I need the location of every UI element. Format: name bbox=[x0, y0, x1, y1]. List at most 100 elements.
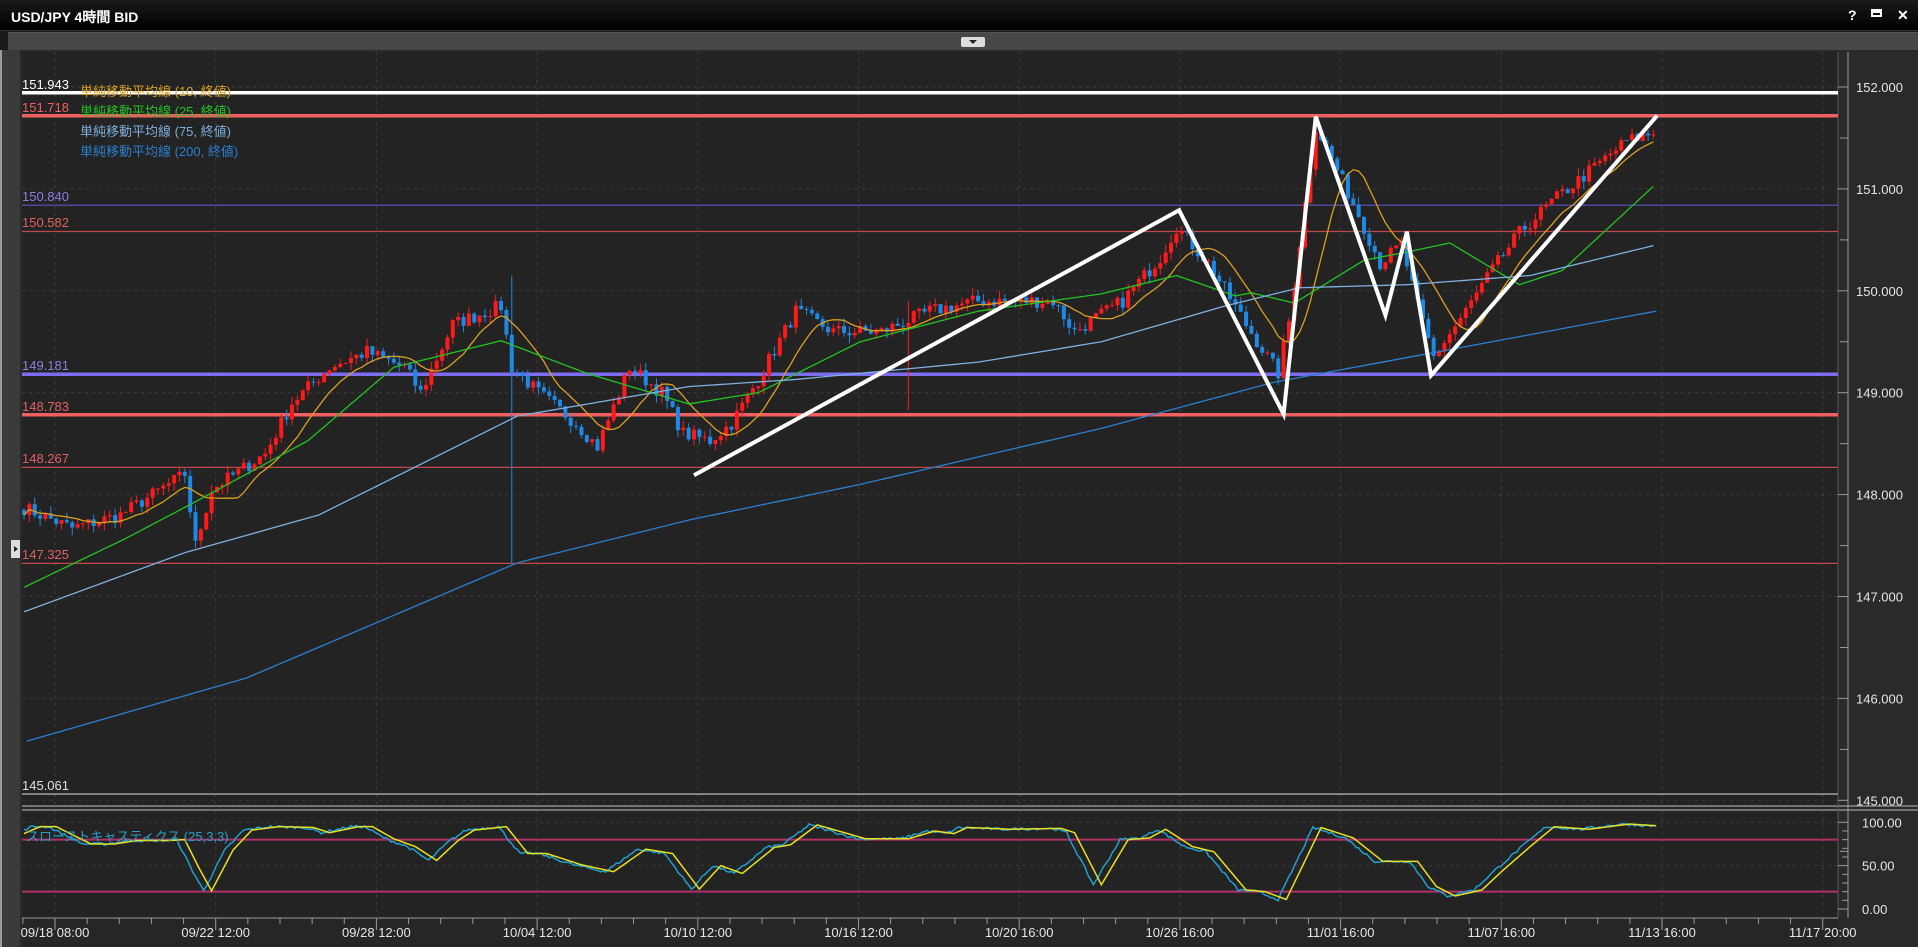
candle-body bbox=[434, 360, 439, 369]
toolbar-expand-button[interactable] bbox=[961, 37, 985, 47]
candle-body bbox=[584, 435, 589, 443]
candle-body bbox=[713, 440, 718, 444]
candle-body bbox=[424, 384, 428, 390]
candle-body bbox=[461, 317, 466, 326]
y-tick-label: 148.000 bbox=[1856, 488, 1903, 503]
candle-body bbox=[997, 298, 1002, 306]
candle-body bbox=[927, 305, 932, 312]
candle-body bbox=[906, 322, 911, 327]
candle-body bbox=[890, 323, 895, 332]
legend-item-ma75[interactable]: 単純移動平均線 (75, 終値) bbox=[80, 124, 231, 139]
help-icon[interactable]: ? bbox=[1848, 7, 1857, 23]
candle-body bbox=[1512, 233, 1517, 248]
candle-body bbox=[643, 370, 648, 386]
candle-body bbox=[1329, 146, 1334, 159]
candle-body bbox=[1024, 297, 1029, 303]
candle-body bbox=[273, 437, 278, 445]
candle-body bbox=[102, 516, 107, 523]
candle-body bbox=[129, 502, 134, 513]
candle-body bbox=[595, 439, 600, 451]
candle-body bbox=[884, 328, 889, 332]
y-tick-label: 150.000 bbox=[1856, 284, 1903, 299]
candle-body bbox=[901, 325, 906, 327]
candle-body bbox=[1565, 189, 1570, 194]
candle-body bbox=[1640, 133, 1645, 142]
candle-body bbox=[1270, 352, 1275, 359]
candle-body bbox=[1442, 343, 1447, 352]
candle-body bbox=[1002, 298, 1007, 301]
legend-item-ma25[interactable]: 単純移動平均線 (25, 終値) bbox=[80, 104, 231, 119]
candle-body bbox=[295, 400, 300, 405]
candle-body bbox=[150, 488, 155, 498]
candle-body bbox=[306, 381, 311, 391]
side-panel-toggle-button[interactable] bbox=[11, 540, 20, 558]
candle-body bbox=[1362, 217, 1366, 234]
candle-body bbox=[627, 371, 632, 376]
candle-body bbox=[209, 492, 214, 514]
candle-body bbox=[681, 427, 686, 431]
candle-body bbox=[579, 426, 584, 436]
candle-body bbox=[1651, 134, 1656, 136]
candle-body bbox=[1260, 346, 1265, 353]
candle-body bbox=[1254, 333, 1259, 347]
stoch-y-tick-label: 0.00 bbox=[1862, 902, 1887, 917]
candle-body bbox=[1067, 319, 1072, 328]
candle-body bbox=[134, 500, 139, 503]
candle-body bbox=[1222, 281, 1227, 283]
candle-body bbox=[429, 368, 434, 385]
candle-body bbox=[1169, 242, 1174, 253]
candle-body bbox=[954, 305, 959, 312]
candle-body bbox=[815, 313, 820, 320]
candle-body bbox=[831, 328, 836, 333]
candle-body bbox=[397, 362, 402, 365]
candle-body bbox=[156, 488, 160, 490]
candle-body bbox=[675, 407, 680, 431]
horizontal-line-label: 151.943 bbox=[22, 76, 69, 92]
candle-body bbox=[456, 317, 461, 321]
candle-body bbox=[1351, 198, 1356, 205]
candle-body bbox=[1603, 155, 1608, 161]
candle-body bbox=[241, 462, 246, 469]
x-tick-label: 10/04 12:00 bbox=[503, 925, 572, 940]
candle-body bbox=[622, 375, 627, 398]
candle-body bbox=[80, 523, 85, 525]
stochastic-layer bbox=[23, 822, 1657, 902]
candle-body bbox=[563, 406, 568, 418]
candle-body bbox=[933, 304, 938, 306]
candle-body bbox=[268, 444, 273, 454]
candle-body bbox=[1399, 241, 1404, 246]
candle-body bbox=[1458, 317, 1463, 327]
candle-body bbox=[809, 309, 814, 314]
candle-body bbox=[541, 387, 546, 392]
restore-icon[interactable] bbox=[1871, 9, 1882, 17]
close-icon[interactable]: ✕ bbox=[1897, 7, 1909, 23]
candle-body bbox=[311, 381, 316, 383]
candle-body bbox=[729, 426, 734, 430]
candle-body bbox=[1147, 270, 1152, 277]
stoch-y-tick-label: 50.00 bbox=[1862, 859, 1895, 874]
candle-body bbox=[477, 315, 482, 323]
candle-body bbox=[1447, 334, 1452, 344]
legend-item-ma200[interactable]: 単純移動平均線 (200, 終値) bbox=[80, 144, 239, 159]
candle-body bbox=[1613, 150, 1618, 154]
toolbar-strip bbox=[8, 32, 1918, 51]
candle-body bbox=[316, 382, 321, 384]
candle-body bbox=[590, 439, 595, 443]
candle-body bbox=[718, 436, 723, 441]
candle-body bbox=[638, 370, 643, 374]
candle-body bbox=[1131, 287, 1136, 291]
legend-item-ma10[interactable]: 単純移動平均線 (10, 終値) bbox=[80, 84, 231, 99]
y-tick-label: 149.000 bbox=[1856, 386, 1903, 401]
candle-body bbox=[70, 522, 75, 528]
title-bar: USD/JPY 4時間 BID ? ✕ bbox=[0, 0, 1918, 31]
candle-body bbox=[499, 301, 504, 311]
candle-body bbox=[1560, 189, 1565, 192]
candle-body bbox=[450, 320, 455, 338]
horizontal-line-label: 150.840 bbox=[22, 189, 69, 205]
candle-body bbox=[482, 315, 487, 318]
candle-body bbox=[1238, 304, 1243, 312]
x-tick-label: 11/07 16:00 bbox=[1467, 925, 1535, 940]
candle-body bbox=[75, 524, 80, 528]
candle-body bbox=[686, 427, 691, 440]
